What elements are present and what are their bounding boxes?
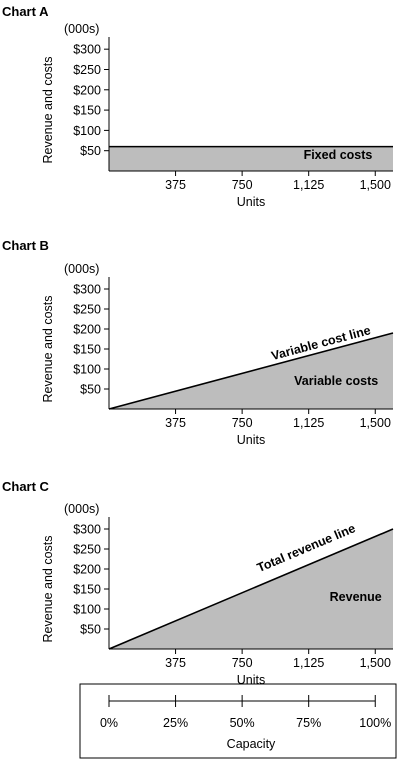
capacity-tick-label: 25% <box>163 716 188 730</box>
y-tick-label: $150 <box>73 104 101 118</box>
y-tick-label: $150 <box>73 583 101 597</box>
y-tick-label: $150 <box>73 343 101 357</box>
y-tick-label: $50 <box>80 383 101 397</box>
capacity-box <box>79 683 397 759</box>
y-tick-label: $100 <box>73 363 101 377</box>
annotation-label: Variable costs <box>294 374 378 388</box>
capacity-tick-label: 100% <box>359 716 391 730</box>
y-tick-label: $300 <box>73 43 101 57</box>
x-tick-label: 750 <box>232 416 253 430</box>
y-axis-label: Revenue and costs <box>41 535 55 642</box>
x-axis-label: Units <box>237 433 265 447</box>
x-tick-label: 750 <box>232 656 253 670</box>
series-line <box>108 528 394 650</box>
x-tick-label: 1,125 <box>293 178 324 192</box>
annotation-label: Fixed costs <box>304 148 373 162</box>
x-tick-label: 1,125 <box>293 416 324 430</box>
y-axis-label: Revenue and costs <box>41 295 55 402</box>
x-tick-label: 1,500 <box>360 416 391 430</box>
series-line <box>108 332 394 410</box>
series-area <box>109 146 393 171</box>
x-tick-label: 375 <box>165 178 186 192</box>
y-tick-label: $200 <box>73 563 101 577</box>
x-tick-label: 375 <box>165 656 186 670</box>
capacity-label: Capacity <box>227 737 276 751</box>
capacity-tick-label: 50% <box>230 716 255 730</box>
x-tick-label: 1,500 <box>360 178 391 192</box>
y-tick-label: $100 <box>73 603 101 617</box>
chart-title: Chart C <box>2 479 50 494</box>
y-tick-label: $50 <box>80 144 101 158</box>
y-axis-label: Revenue and costs <box>41 56 55 163</box>
y-tick-label: $50 <box>80 623 101 637</box>
y-tick-label: $250 <box>73 543 101 557</box>
chart-title: Chart B <box>2 238 49 253</box>
capacity-tick-label: 0% <box>100 716 118 730</box>
x-tick-label: 1,125 <box>293 656 324 670</box>
x-axis-label: Units <box>237 195 265 209</box>
chart-title: Chart A <box>2 4 49 19</box>
y-tick-label: $300 <box>73 523 101 537</box>
x-tick-label: 375 <box>165 416 186 430</box>
x-tick-label: 1,500 <box>360 656 391 670</box>
units-label: (000s) <box>64 22 99 36</box>
y-tick-label: $200 <box>73 323 101 337</box>
y-tick-label: $300 <box>73 283 101 297</box>
y-tick-label: $200 <box>73 83 101 97</box>
y-tick-label: $100 <box>73 124 101 138</box>
annotation-label: Revenue <box>330 590 382 604</box>
y-tick-label: $250 <box>73 63 101 77</box>
units-label: (000s) <box>64 502 99 516</box>
capacity-tick-label: 75% <box>296 716 321 730</box>
y-tick-label: $250 <box>73 303 101 317</box>
units-label: (000s) <box>64 262 99 276</box>
x-tick-label: 750 <box>232 178 253 192</box>
